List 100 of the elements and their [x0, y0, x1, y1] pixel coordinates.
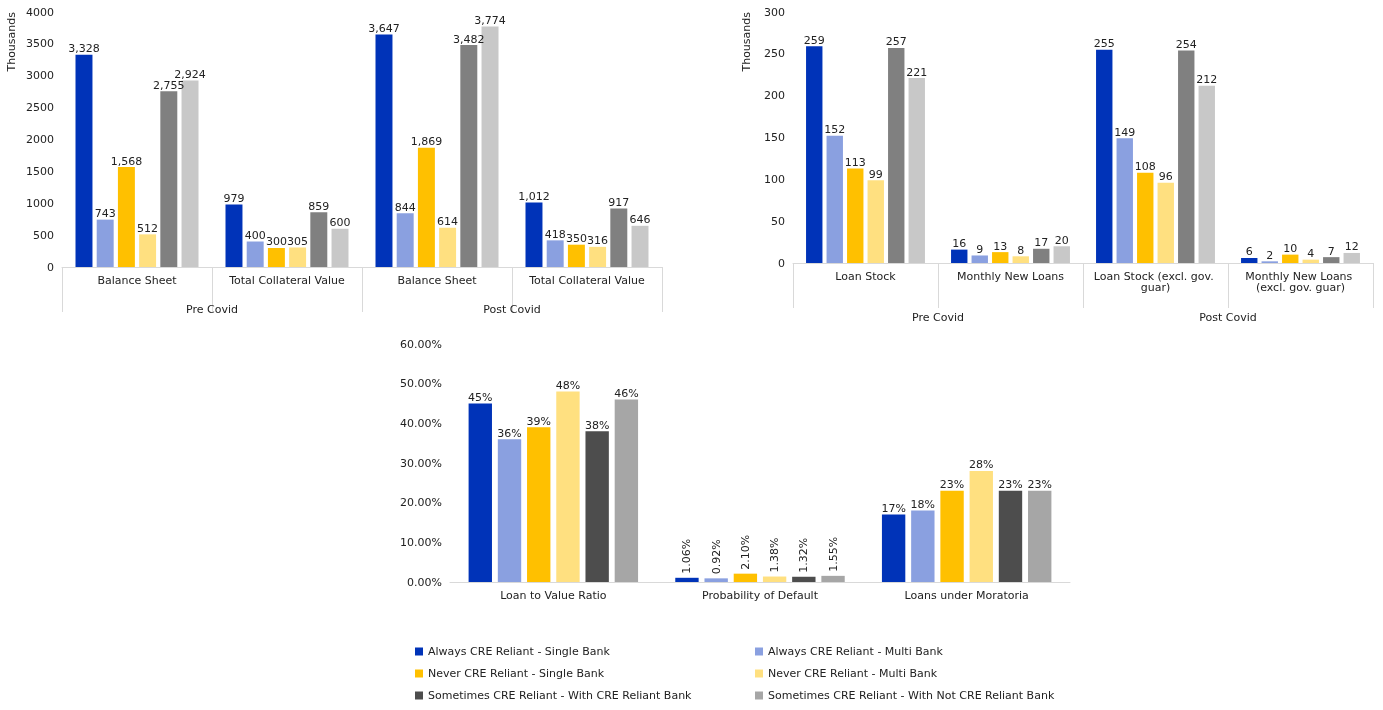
bar: [1116, 138, 1133, 263]
bar: [439, 227, 457, 267]
data-label: 0.92%: [709, 539, 723, 575]
data-label: 28%: [969, 458, 994, 472]
y-tick-label: 2500: [26, 101, 54, 115]
data-label: 4: [1307, 247, 1315, 261]
bar: [546, 240, 564, 267]
bar: [847, 168, 864, 263]
bar: [806, 46, 823, 263]
bar: [675, 577, 699, 582]
data-label: 646: [629, 213, 651, 227]
y-tick-label: 300: [764, 5, 785, 19]
bar: [1343, 252, 1360, 263]
bar: [1033, 248, 1050, 263]
data-label: 36%: [497, 426, 522, 440]
y-tick-label: 40.00%: [400, 416, 442, 430]
y-tick-label: 4000: [26, 5, 54, 19]
y-tick-label: 1500: [26, 164, 54, 178]
data-label: 1,012: [518, 189, 550, 203]
bar: [951, 249, 968, 263]
data-label: 45%: [468, 391, 493, 404]
x-tick-label: Balance Sheet: [397, 274, 478, 287]
legend-label: Always CRE Reliant - Multi Bank: [768, 645, 944, 658]
bar: [992, 252, 1009, 263]
data-label: 17: [1034, 236, 1049, 250]
bar: [610, 208, 628, 267]
data-label: 23%: [1027, 478, 1052, 492]
data-label: 2: [1266, 248, 1274, 262]
y-tick-label: 150: [764, 131, 785, 144]
x-tick-label: Balance Sheet: [97, 274, 178, 287]
y-tick-label: 60.00%: [400, 337, 442, 351]
y-tick-label: 50: [771, 214, 785, 228]
x-tick-label: Loans under Moratoria: [904, 589, 1029, 602]
bar: [225, 204, 243, 267]
data-label: 17%: [881, 502, 906, 516]
data-label: 96: [1158, 170, 1173, 184]
bar: [375, 34, 393, 267]
y-tick-label: 20.00%: [400, 496, 442, 510]
data-label: 1.32%: [797, 537, 811, 573]
y-tick-label: 3000: [26, 69, 54, 83]
data-label: 305: [287, 235, 309, 249]
data-label: 1.38%: [768, 537, 782, 573]
data-label: 38%: [584, 418, 610, 432]
bar: [267, 247, 285, 267]
data-label: 257: [885, 35, 907, 49]
y-tick-label: 50.00%: [400, 377, 442, 391]
bar: [888, 47, 905, 263]
x-tick-label: Monthly New Loans: [956, 270, 1065, 283]
bar: [704, 578, 728, 582]
x-tick-label: Loan Stock (excl. gov. guar): [1093, 270, 1218, 294]
data-label: 23%: [998, 478, 1023, 492]
bar: [1012, 256, 1029, 263]
bar: [289, 247, 307, 267]
bar: [585, 431, 609, 582]
bar: [567, 244, 585, 267]
data-label: 979: [223, 192, 245, 206]
x-tick-label: Monthly New Loans (excl. gov. guar): [1245, 270, 1356, 294]
y-tick-label: 10.00%: [400, 535, 442, 549]
bar: [971, 255, 988, 263]
y-tick-label: 30.00%: [400, 456, 442, 470]
data-label: 23%: [939, 478, 965, 492]
data-label: 8: [1017, 243, 1025, 257]
bar: [1053, 246, 1070, 263]
x-tick-label: Loan to Value Ratio: [500, 589, 607, 602]
data-label: 1,568: [110, 154, 143, 168]
x-tick-label: Total Collateral Value: [228, 274, 345, 287]
text: Pre Covid: [186, 303, 238, 316]
legend-label: Sometimes CRE Reliant - With Not CRE Reliant Bank: [768, 689, 1055, 702]
bar: [589, 246, 607, 267]
data-label: 743: [94, 207, 116, 221]
bar: [246, 241, 264, 267]
bar: [75, 54, 93, 267]
data-label: 259: [803, 33, 825, 47]
bar: [1198, 85, 1215, 263]
bar: [826, 135, 843, 263]
bar: [1028, 490, 1052, 582]
bar: [792, 576, 816, 582]
y-tick-label: 2000: [26, 133, 54, 146]
legend-label: Sometimes CRE Reliant - With CRE Reliant Bank: [428, 689, 693, 702]
bar: [908, 78, 925, 263]
bar: [139, 234, 157, 267]
x-tick-label: Total Collateral Value: [528, 274, 645, 287]
data-label: 39%: [526, 414, 551, 428]
data-label: 13: [993, 239, 1008, 253]
data-label: 12: [1344, 240, 1359, 254]
y-axis-title: Thousands: [5, 11, 18, 73]
y-tick-label: 200: [764, 89, 785, 103]
data-label: 1,869: [410, 135, 443, 149]
y-tick-label: 0: [47, 260, 54, 274]
bar: [1178, 50, 1195, 263]
data-label: 1.06%: [680, 538, 694, 574]
data-label: 7: [1327, 244, 1335, 258]
legend-label: Always CRE Reliant - Single Bank: [428, 645, 611, 658]
data-label: 300: [265, 235, 287, 249]
y-tick-label: 250: [764, 47, 785, 61]
data-label: 152: [824, 123, 846, 137]
bar: [733, 573, 758, 582]
bar: [631, 225, 649, 267]
data-label: 16: [952, 237, 967, 251]
data-label: 844: [394, 200, 416, 214]
